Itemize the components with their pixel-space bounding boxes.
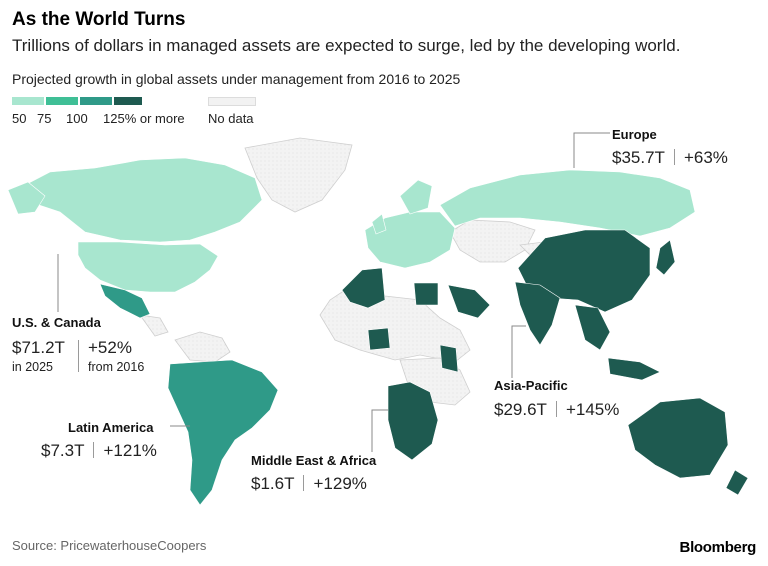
nigeria-land <box>367 327 391 351</box>
south-america-north-land <box>174 331 231 363</box>
latin-america-growth: +121% <box>103 441 157 460</box>
mea-label: Middle East & Africa <box>251 453 377 468</box>
legend-swatch-75 <box>46 97 78 105</box>
japan-land <box>655 239 676 276</box>
mexico-land <box>99 283 151 319</box>
asia-pacific-growth: +145% <box>565 400 620 419</box>
middle-east-africa-region <box>341 267 491 461</box>
mea-stats: $1.6T +129% <box>251 474 367 494</box>
legend-label-75: 75 <box>37 111 52 126</box>
legend-swatch-125 <box>114 97 142 105</box>
us-canada-divider <box>78 340 79 372</box>
asia-pacific-divider <box>555 401 557 417</box>
legend-swatch-50 <box>12 97 44 105</box>
asia-pacific-label: Asia-Pacific <box>494 378 568 393</box>
india-land <box>514 281 561 346</box>
usa-land <box>77 241 219 293</box>
australia-land <box>627 397 729 479</box>
latin-america-stats: $7.3T +121% <box>41 441 157 461</box>
brand-logo: Bloomberg <box>679 539 757 556</box>
latin-america-divider <box>93 442 95 458</box>
chart-note: Projected growth in global assets under … <box>12 71 461 87</box>
central-america-land <box>139 314 169 337</box>
new-zealand-land <box>725 469 749 496</box>
europe-divider <box>673 149 675 165</box>
mea-divider <box>303 475 305 491</box>
latin-america-label: Latin America <box>68 420 154 435</box>
algeria-land <box>341 267 386 309</box>
greenland-land <box>244 137 353 213</box>
alaska-land <box>7 181 46 215</box>
us-canada-region <box>7 157 263 293</box>
latin-america-aum: $7.3T <box>41 441 85 460</box>
legend-swatch-100 <box>80 97 112 105</box>
leader-europe <box>573 132 610 168</box>
asia-pacific-stats: $29.6T +145% <box>494 400 619 420</box>
latin-america-region <box>99 283 279 506</box>
chart-title: As the World Turns <box>12 9 186 30</box>
asia-pacific-region <box>514 229 749 496</box>
south-america-land <box>167 359 279 506</box>
uk-land <box>371 213 387 235</box>
saudi-land <box>447 284 491 319</box>
kenya-land <box>439 344 459 373</box>
europe-stats: $35.7T +63% <box>612 148 728 168</box>
europe-land <box>364 211 456 269</box>
legend-label-no-data: No data <box>208 111 254 126</box>
southeast-asia-land <box>574 304 611 351</box>
mea-growth: +129% <box>313 474 367 493</box>
legend-swatch-no-data <box>208 97 256 106</box>
europe-label: Europe <box>612 127 657 142</box>
source-note: Source: PricewaterhouseCoopers <box>12 538 207 553</box>
legend-label-100: 100 <box>66 111 88 126</box>
leader-mea <box>371 409 388 452</box>
leader-lines <box>57 132 610 452</box>
us-canada-growth-note: from 2016 <box>88 360 145 374</box>
mea-aum: $1.6T <box>251 474 295 493</box>
legend-label-50: 50 <box>12 111 27 126</box>
egypt-land <box>413 282 439 306</box>
russia-land <box>439 169 696 237</box>
chart-subtitle: Trillions of dollars in managed assets a… <box>12 36 681 55</box>
us-canada-aum-note: in 2025 <box>12 360 54 374</box>
europe-aum: $35.7T <box>612 148 665 167</box>
southern-africa-land <box>387 381 439 461</box>
canada-land <box>24 157 263 243</box>
us-canada-label: U.S. & Canada <box>12 315 101 330</box>
leader-asia-pacific <box>511 325 526 378</box>
indonesia-land <box>607 357 661 381</box>
us-canada-growth: +52% <box>88 338 132 357</box>
europe-region <box>364 169 696 269</box>
scandinavia-land <box>399 179 433 215</box>
russia-east-land <box>449 219 536 263</box>
us-canada-aum: $71.2T <box>12 338 65 357</box>
asia-pacific-aum: $29.6T <box>494 400 547 419</box>
europe-growth: +63% <box>683 148 728 167</box>
legend-label-125: 125% or more <box>103 111 185 126</box>
